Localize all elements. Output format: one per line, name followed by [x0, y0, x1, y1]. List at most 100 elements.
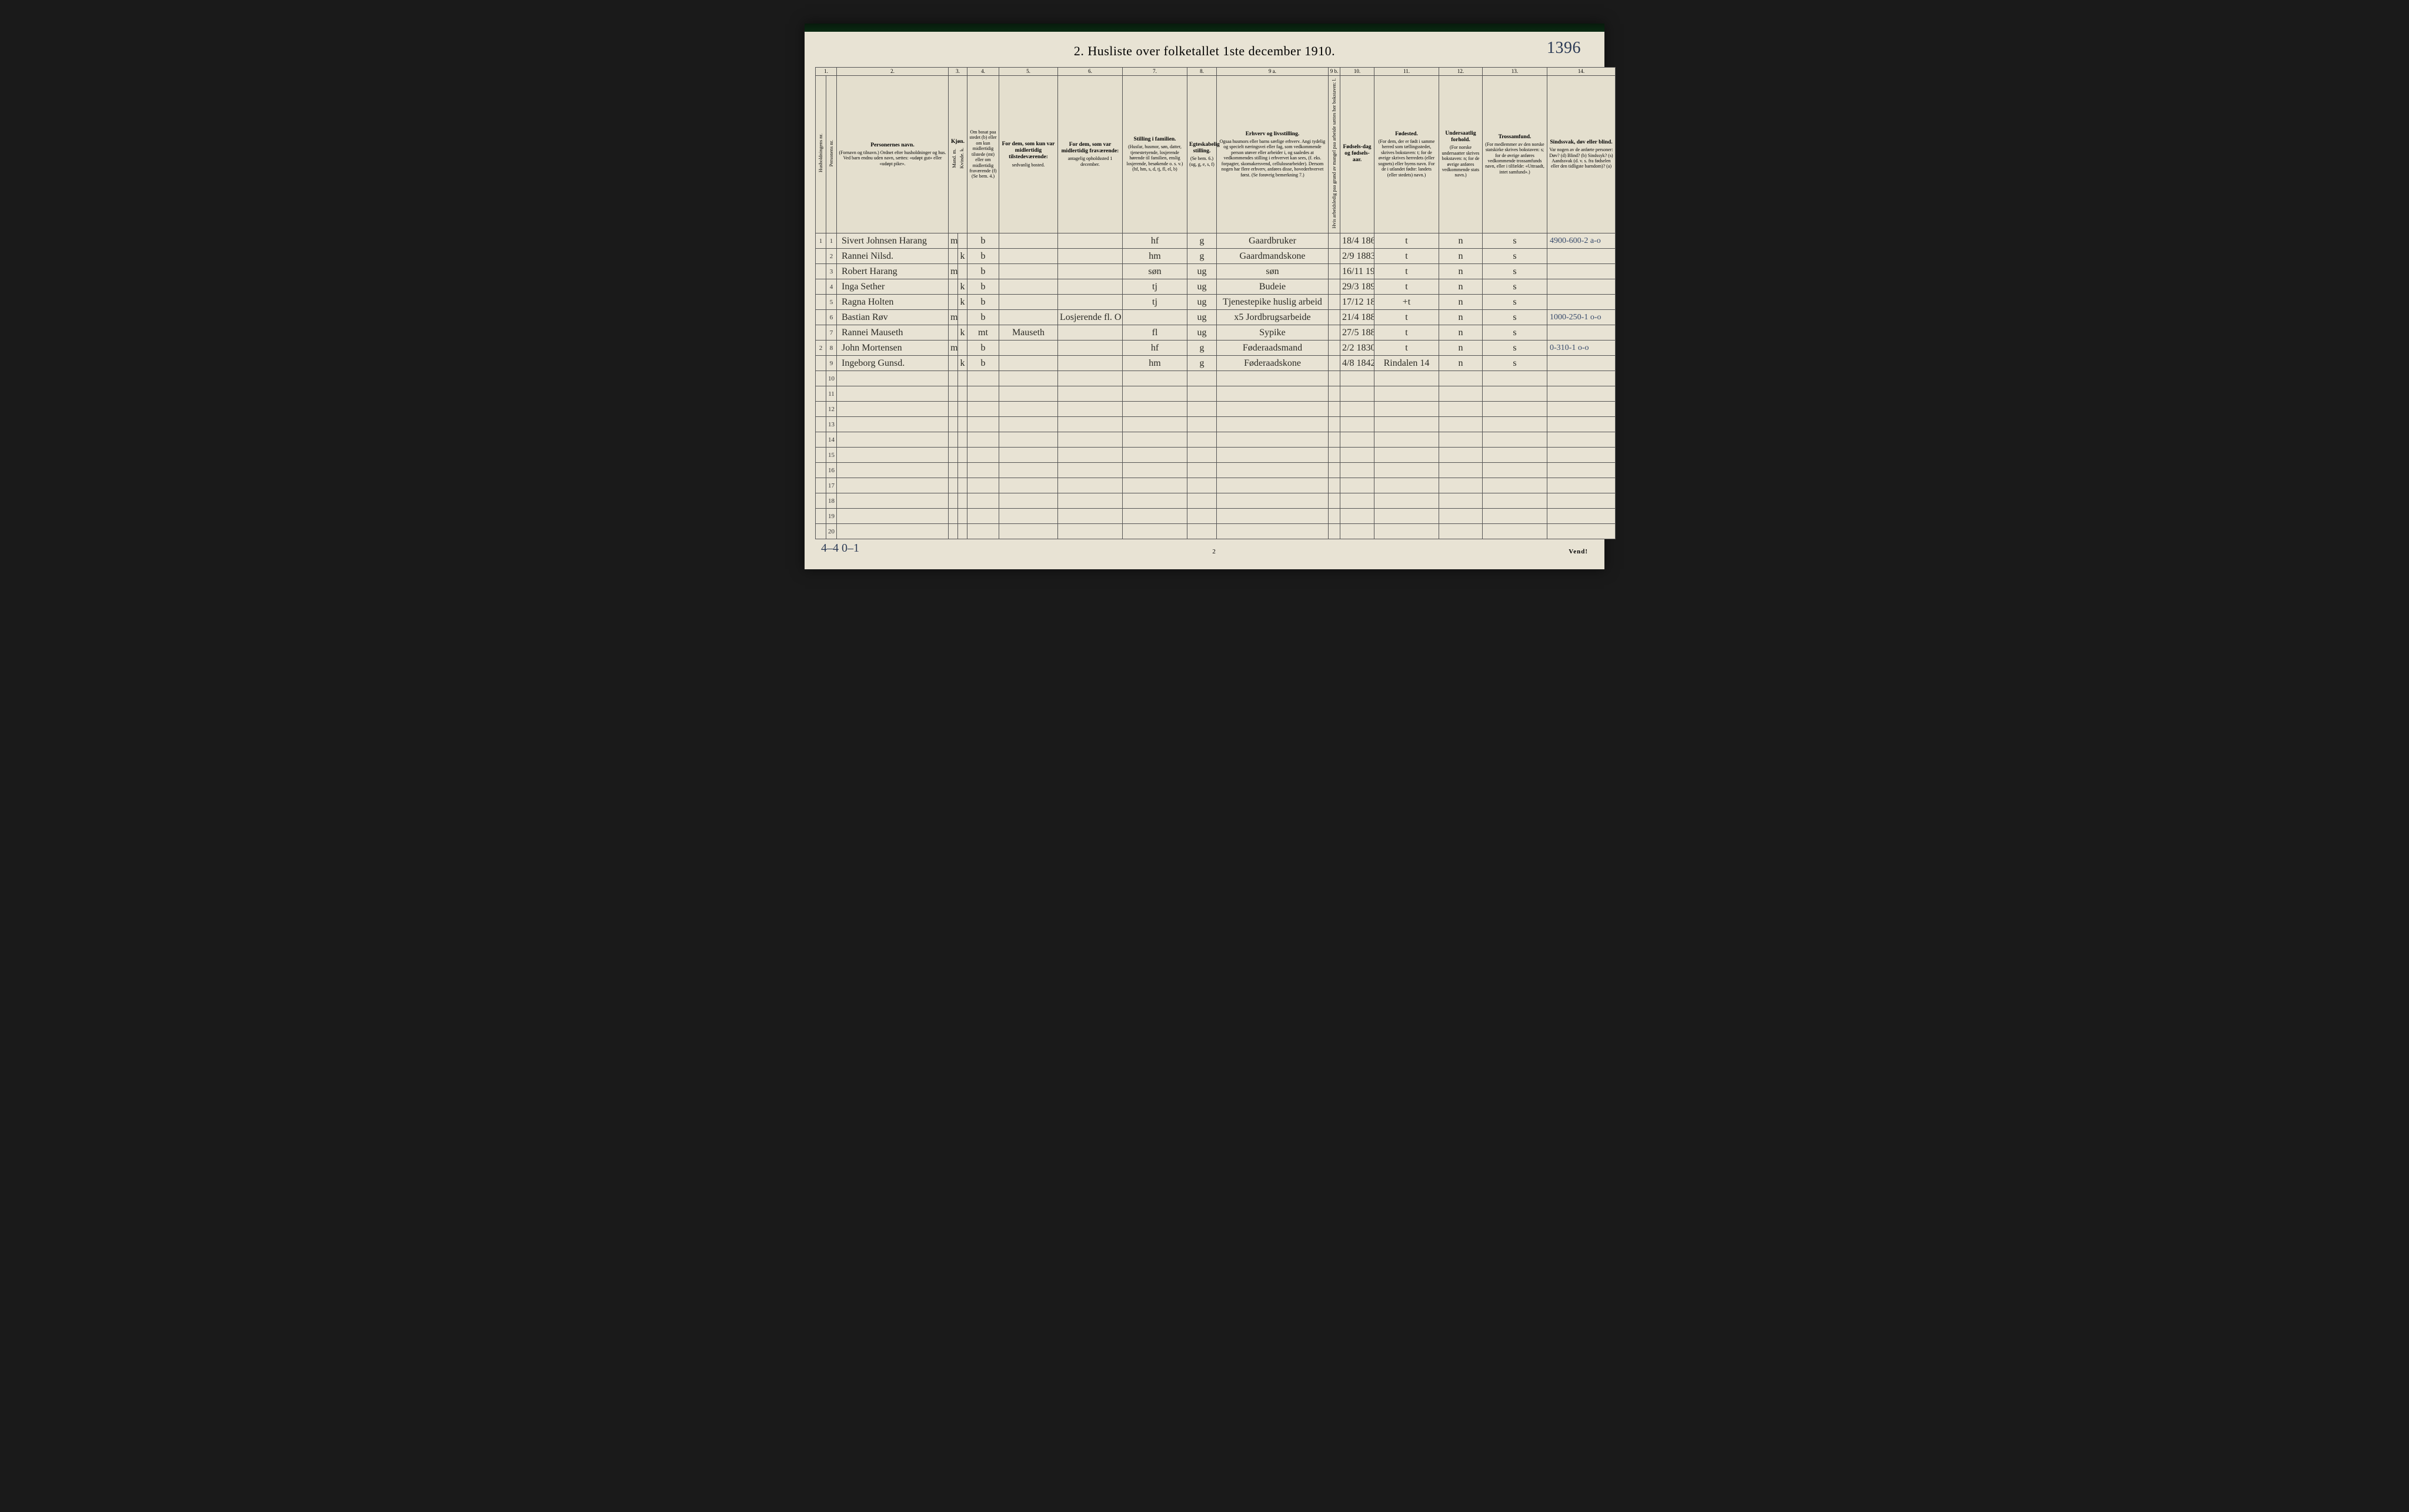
- cell-occ: Sypike: [1217, 325, 1329, 341]
- cell-mar: [1187, 493, 1217, 509]
- cell-name: Ingeborg Gunsd.: [837, 356, 949, 371]
- hdr-occ-sub: Ogsaa husmors eller barns særlige erhver…: [1219, 139, 1326, 178]
- cell-temp: [999, 509, 1058, 524]
- cell-mar: ug: [1187, 295, 1217, 310]
- cell-pn: 14: [826, 432, 837, 448]
- cell-sex_k: [958, 478, 967, 493]
- cell-birthpl: t: [1374, 249, 1439, 264]
- cell-res: [967, 386, 999, 402]
- cell-sex_m: [949, 295, 958, 310]
- cell-occ: [1217, 417, 1329, 432]
- cell-birthpl: [1374, 448, 1439, 463]
- cell-dob: 2/9 1883: [1340, 249, 1374, 264]
- cell-res: [967, 448, 999, 463]
- hdr-dob: Fødsels-dag og fødsels-aar.: [1340, 75, 1374, 233]
- table-body: 11Sivert Johnsen HarangmbhfgGaardbruker1…: [816, 233, 1616, 539]
- cell-nat: n: [1439, 356, 1483, 371]
- cell-hh: [816, 325, 826, 341]
- cell-rel: [1483, 386, 1547, 402]
- hdr-name-main: Personernes navn.: [839, 142, 946, 149]
- cell-rel: s: [1483, 341, 1547, 356]
- cell-absent: [1058, 524, 1123, 539]
- table-row-empty: 13: [816, 417, 1616, 432]
- table-row-empty: 11: [816, 386, 1616, 402]
- cell-sex_k: k: [958, 325, 967, 341]
- cell-birthpl: t: [1374, 341, 1439, 356]
- cell-fam: [1123, 509, 1187, 524]
- cell-pn: 8: [826, 341, 837, 356]
- cell-res: [967, 371, 999, 386]
- hdr-temp-absent: For dem, som var midlertidig fraværende:…: [1058, 75, 1123, 233]
- cell-fam: hm: [1123, 249, 1187, 264]
- cell-temp: [999, 524, 1058, 539]
- hdr-family-pos: Stilling i familien. (Husfar, husmor, sø…: [1123, 75, 1187, 233]
- cell-birthpl: [1374, 493, 1439, 509]
- cell-margin: 4900-600-2 a-o: [1547, 233, 1616, 249]
- cell-mar: g: [1187, 249, 1217, 264]
- table-head: 1. 2. 3. 4. 5. 6. 7. 8. 9 a. 9 b. 10. 11…: [816, 68, 1616, 233]
- hdr-occupation: Erhverv og livsstilling. Ogsaa husmors e…: [1217, 75, 1329, 233]
- hdr-nat-sub: (For norske undersaatter skrives bokstav…: [1441, 145, 1480, 178]
- cell-sex_k: [958, 264, 967, 279]
- cell-margin: [1547, 448, 1616, 463]
- cell-pn: 15: [826, 448, 837, 463]
- cell-margin: [1547, 386, 1616, 402]
- cell-sex_m: m: [949, 264, 958, 279]
- cell-sex_m: [949, 371, 958, 386]
- cell-absent: [1058, 402, 1123, 417]
- cell-absent: Losjerende fl. O: [1058, 310, 1123, 325]
- cell-occ: [1217, 524, 1329, 539]
- hdr-marital: Egteskabelig stilling. (Se bem. 6.) (ug,…: [1187, 75, 1217, 233]
- cell-res: [967, 402, 999, 417]
- cell-rel: [1483, 402, 1547, 417]
- cell-res: b: [967, 233, 999, 249]
- cell-mar: ug: [1187, 325, 1217, 341]
- cell-sex_m: [949, 402, 958, 417]
- cell-sex_m: [949, 524, 958, 539]
- table-row: 2Rannei Nilsd.kbhmgGaardmandskone2/9 188…: [816, 249, 1616, 264]
- cell-mar: [1187, 432, 1217, 448]
- cell-absent: [1058, 325, 1123, 341]
- cell-lab: [1329, 448, 1340, 463]
- cell-name: Rannei Mauseth: [837, 325, 949, 341]
- cell-name: Ragna Holten: [837, 295, 949, 310]
- cell-dob: [1340, 386, 1374, 402]
- cell-hh: [816, 295, 826, 310]
- colnum-13: 13.: [1483, 68, 1547, 76]
- cell-sex_k: [958, 509, 967, 524]
- cell-rel: s: [1483, 295, 1547, 310]
- cell-sex_m: [949, 493, 958, 509]
- cell-sex_m: [949, 417, 958, 432]
- title-row: 2. Husliste over folketallet 1ste decemb…: [815, 44, 1594, 59]
- cell-absent: [1058, 233, 1123, 249]
- cell-occ: Budeie: [1217, 279, 1329, 295]
- cell-fam: tj: [1123, 279, 1187, 295]
- table-row-empty: 20: [816, 524, 1616, 539]
- table-row: 3Robert Harangmbsønugsøn16/11 1901tns: [816, 264, 1616, 279]
- cell-res: b: [967, 341, 999, 356]
- cell-fam: [1123, 402, 1187, 417]
- cell-res: [967, 509, 999, 524]
- cell-hh: [816, 371, 826, 386]
- cell-hh: [816, 310, 826, 325]
- cell-margin: [1547, 417, 1616, 432]
- cell-pn: 1: [826, 233, 837, 249]
- cell-nat: n: [1439, 295, 1483, 310]
- table-row-empty: 14: [816, 432, 1616, 448]
- cell-lab: [1329, 386, 1340, 402]
- hdr-sex-main: Kjøn.: [950, 139, 965, 145]
- cell-temp: [999, 417, 1058, 432]
- cell-rel: s: [1483, 279, 1547, 295]
- hdr-rel-main: Trossamfund.: [1484, 134, 1545, 141]
- cell-sex_k: k: [958, 295, 967, 310]
- cell-fam: søn: [1123, 264, 1187, 279]
- cell-sex_k: k: [958, 279, 967, 295]
- cell-absent: [1058, 509, 1123, 524]
- table-row: 5Ragna HoltenkbtjugTjenestepike huslig a…: [816, 295, 1616, 310]
- cell-mar: [1187, 402, 1217, 417]
- cell-rel: s: [1483, 249, 1547, 264]
- cell-lab: [1329, 341, 1340, 356]
- cell-fam: fl: [1123, 325, 1187, 341]
- cell-res: b: [967, 356, 999, 371]
- cell-nat: n: [1439, 310, 1483, 325]
